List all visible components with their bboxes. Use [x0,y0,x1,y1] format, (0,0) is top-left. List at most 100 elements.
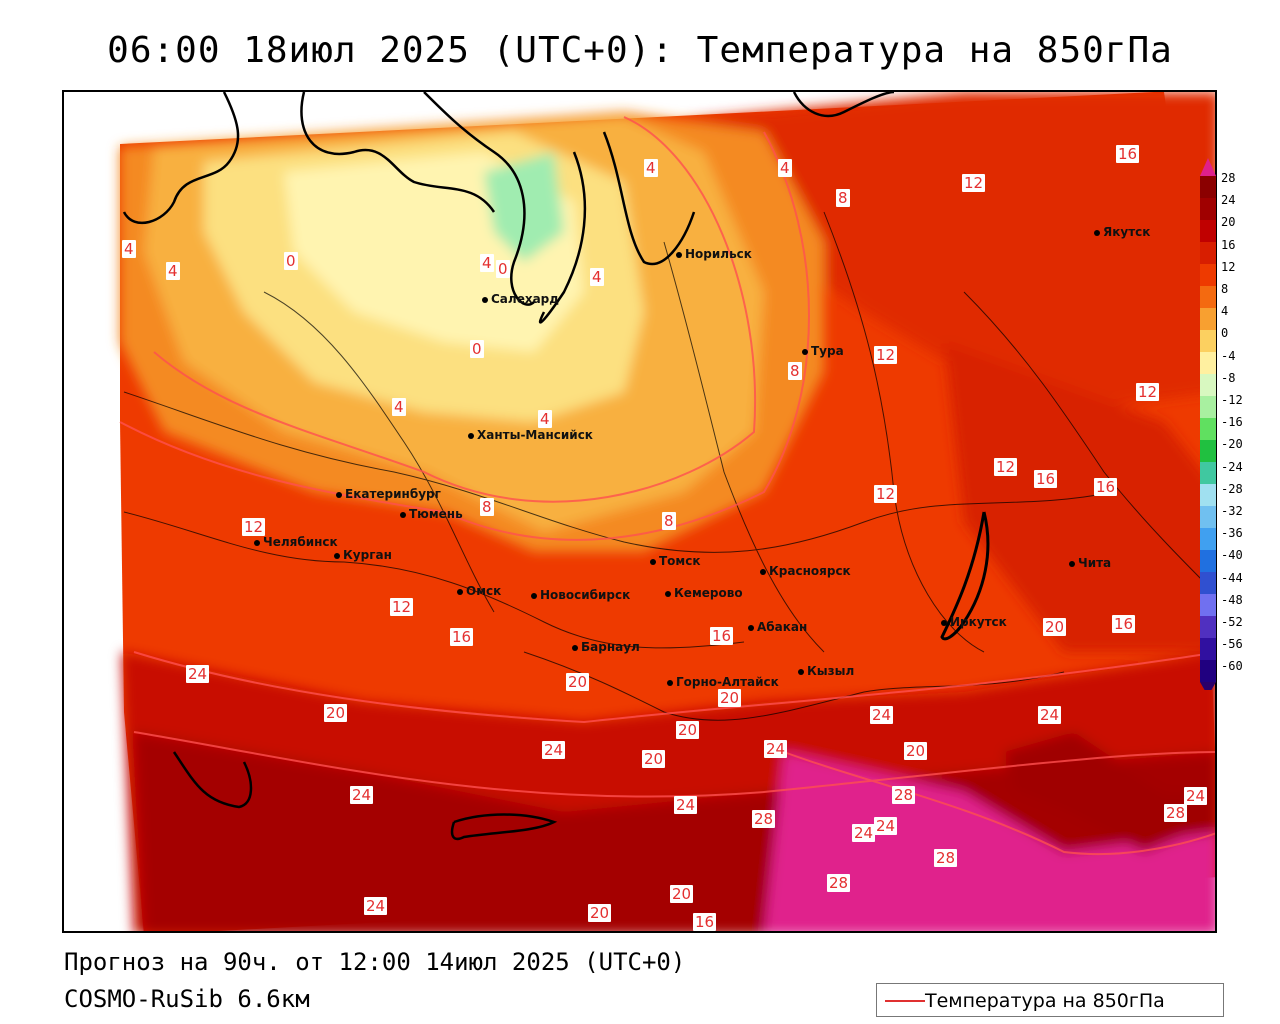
city-name: Чита [1078,556,1112,570]
city-dot-icon [468,432,474,439]
colorbar-segment [1200,616,1216,638]
city-dot-icon [665,590,671,597]
isotherm-label: 24 [674,796,698,814]
isotherm-label: 20 [904,742,928,760]
city-name: Горно-Алтайск [676,675,779,689]
band-16-east [664,92,1215,412]
isotherm-label: 12 [1136,383,1160,401]
city-marker: Чита [1069,556,1111,570]
colorbar-segment [1200,242,1216,264]
colorbar-tick-label: 28 [1221,171,1236,185]
city-dot-icon [667,679,673,686]
colorbar-segment [1200,330,1216,352]
city-name: Кызыл [807,664,855,678]
isotherm-label: 4 [538,410,552,428]
isotherm-label: 16 [1112,615,1136,633]
isotherm-label: 28 [827,874,851,892]
colorbar-segment [1200,396,1216,418]
city-dot-icon [1069,560,1075,567]
city-name: Салехард [491,292,559,306]
city-dot-icon [457,588,463,595]
city-name: Томск [659,554,701,568]
city-name: Барнаул [581,640,640,654]
city-marker: Абакан [748,620,807,634]
city-marker: Красноярск [760,564,851,578]
isotherm-label: 28 [934,849,958,867]
colorbar-tick-label: -60 [1221,659,1243,674]
legend: Температура на 850гПа [876,983,1224,1017]
city-name: Екатеринбург [345,487,441,501]
colorbar-segment [1200,550,1216,572]
city-name: Тюмень [409,507,463,521]
isotherm-label: 24 [364,897,388,915]
colorbar-tick-label: -36 [1221,526,1243,541]
city-dot-icon [798,668,804,675]
isotherm-label: 28 [892,786,916,804]
isotherm-label: 16 [450,628,474,646]
colorbar-svg [1200,158,1216,696]
city-name: Омск [466,584,502,598]
colorbar-tick-label: -44 [1221,570,1243,585]
isotherm-label: 0 [470,340,484,358]
isotherm-label: 20 [566,673,590,691]
city-dot-icon [531,592,537,599]
isotherm-label: 24 [350,786,374,804]
city-name: Норильск [685,247,752,261]
model-name: COSMO-RuSib 6.6км [64,985,310,1013]
isotherm-label: 4 [122,240,136,258]
colorbar-tick-label: 16 [1221,237,1236,252]
colorbar-tick-label: -20 [1221,437,1243,452]
isotherm-label: 24 [1184,787,1208,805]
city-marker: Иркутск [941,615,1007,629]
isotherm-label: 8 [480,498,494,516]
city-dot-icon [650,558,656,565]
colorbar-segment [1200,308,1216,330]
colorbar-segment [1200,572,1216,594]
city-name: Иркутск [950,615,1007,629]
colorbar-tick-label: -32 [1221,504,1243,518]
isotherm-label: 24 [870,706,894,724]
isotherm-label: 12 [962,174,986,192]
colorbar-segment [1200,462,1216,484]
city-marker: Томск [650,554,701,568]
isotherm-label: 20 [642,750,666,768]
city-dot-icon [572,644,578,651]
colorbar-segment [1200,176,1216,198]
city-marker: Кызыл [798,664,854,678]
city-marker: Кемерово [665,586,743,600]
city-name: Курган [343,548,392,562]
isotherm-label: 4 [590,268,604,286]
map-canvas [119,92,1215,931]
city-name: Ханты-Мансийск [477,428,593,442]
colorbar-tick-label: -24 [1221,459,1243,474]
colorbar-segment [1200,374,1216,396]
colorbar-tick-label: 24 [1221,193,1236,208]
isotherm-label: 24 [1038,706,1062,724]
city-name: Новосибирск [540,588,631,602]
isotherm-label: 20 [670,885,694,903]
colorbar-segment [1200,286,1216,308]
colorbar-segment [1200,594,1216,616]
isotherm-label: 24 [542,741,566,759]
colorbar-tick-label: -28 [1221,481,1243,496]
city-name: Кемерово [674,586,743,600]
temperature-map[interactable]: 16 12 4 4 8 0 4 4 0 4 0 4 4 12 8 12 12 4 12 16 16 12 8 8 16 12 16 2… [62,90,1217,933]
isotherm-label: 12 [874,346,898,364]
colorbar-segment [1200,506,1216,528]
city-dot-icon [676,251,682,258]
colorbar-tick-label: -4 [1221,348,1236,363]
isotherm-label: 4 [778,159,792,177]
city-dot-icon [334,552,340,559]
city-name: Челябинск [263,535,338,549]
coastline [122,92,990,841]
city-dot-icon [336,491,342,498]
colorbar-segment [1200,638,1216,660]
city-dot-icon [482,296,488,303]
colorbar-segment [1200,528,1216,550]
colorbar-top-arrow [1200,158,1216,176]
colorbar-tick-label: -12 [1221,393,1243,407]
colorbar-segment [1200,660,1216,682]
band-16-ne [944,342,1215,652]
forecast-info: Прогноз на 90ч. от 12:00 14июл 2025 (UTC… [64,948,686,976]
colorbar-tick-label: 4 [1221,304,1229,319]
